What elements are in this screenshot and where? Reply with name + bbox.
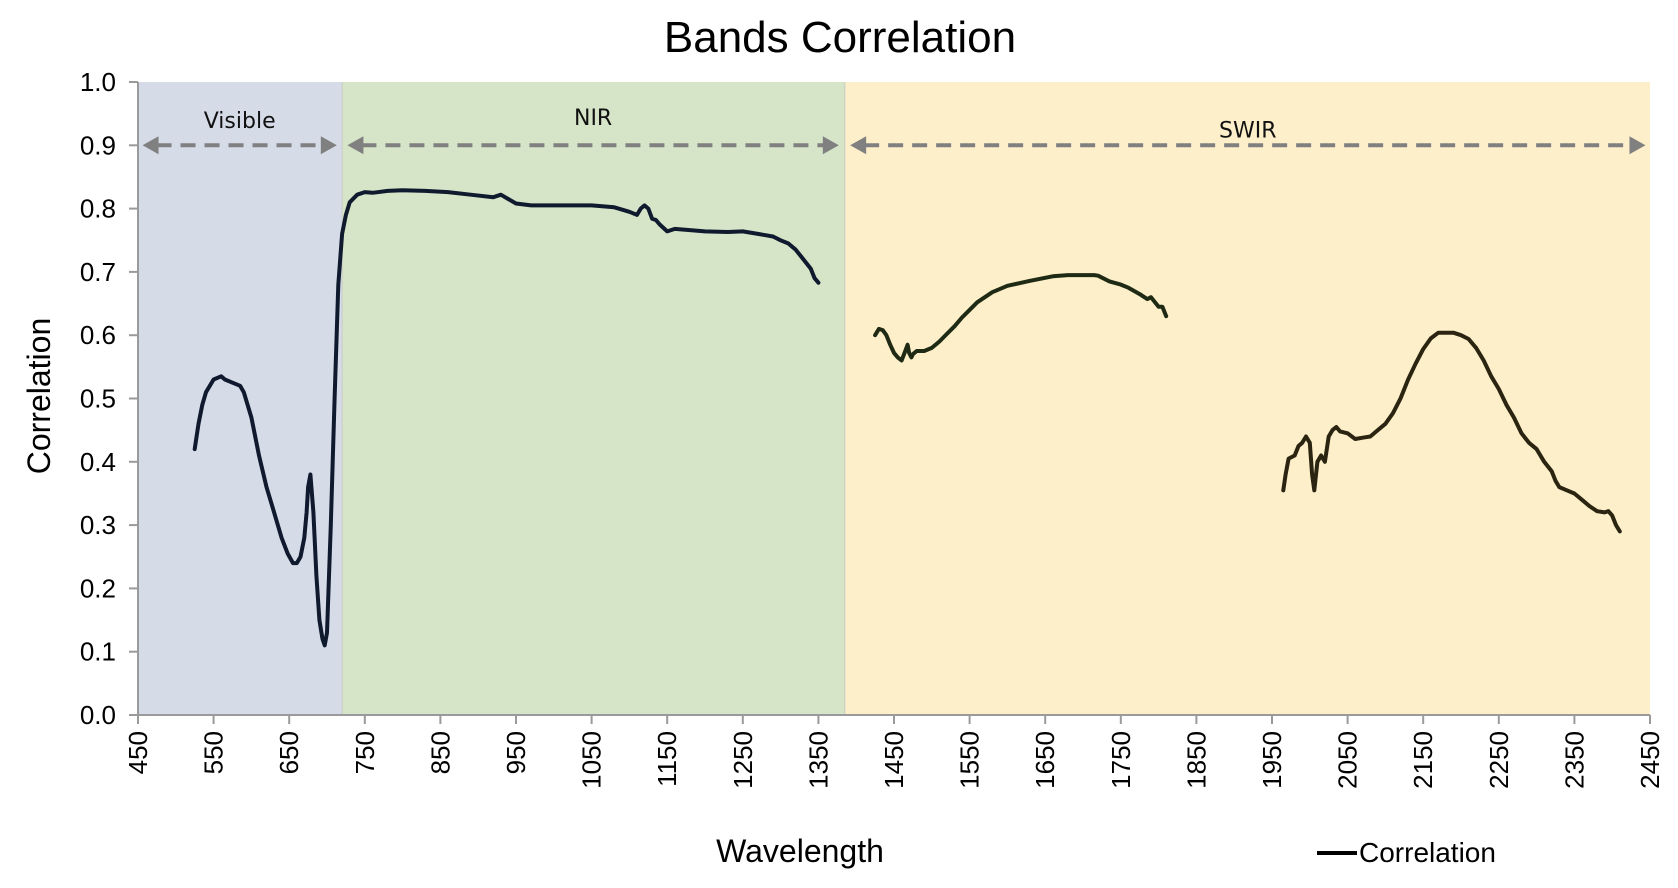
- axes: [129, 81, 1651, 724]
- x-tick-label: 2250: [1484, 731, 1514, 789]
- x-tick-label: 450: [123, 731, 153, 774]
- x-tick-label: 1650: [1030, 731, 1060, 789]
- y-tick-label: 0.7: [80, 257, 116, 287]
- y-axis-label: Correlation: [21, 318, 57, 475]
- series-line-segment: [873, 273, 1169, 363]
- legend: Correlation: [1317, 837, 1496, 868]
- arrow-head-right-visible: [320, 136, 337, 155]
- band-label-swir: SWIR: [1219, 118, 1277, 143]
- x-tick-label: 2150: [1408, 731, 1438, 789]
- x-tick-label: 850: [425, 731, 455, 774]
- y-tick-label: 0.8: [80, 194, 116, 224]
- series-lines: [192, 188, 1622, 648]
- y-tick-label: 0.3: [80, 510, 116, 540]
- x-tick-label: 1450: [879, 731, 909, 789]
- y-tick-label: 1.0: [80, 67, 116, 97]
- y-tick-label: 0.5: [80, 384, 116, 414]
- region-swir: [844, 82, 1650, 715]
- x-tick-label: 2050: [1333, 731, 1363, 789]
- x-tick-label: 950: [501, 731, 531, 774]
- legend-label: Correlation: [1359, 837, 1496, 868]
- chart-title: Bands Correlation: [664, 13, 1016, 62]
- x-axis-label: Wavelength: [716, 833, 884, 869]
- x-tick-label: 1050: [577, 731, 607, 789]
- arrow-head-left-nir: [347, 136, 364, 155]
- y-tick-label: 0.9: [80, 130, 116, 160]
- x-tick-label: 650: [274, 731, 304, 774]
- y-tick-label: 0.6: [80, 320, 116, 350]
- x-tick-label: 750: [350, 731, 380, 774]
- y-tick-label: 0.0: [80, 700, 116, 730]
- arrow-head-right-swir: [1629, 136, 1646, 155]
- x-tick-label: 1150: [652, 731, 682, 787]
- x-tick-label: 2450: [1635, 731, 1665, 789]
- arrow-head-right-nir: [822, 136, 839, 155]
- y-tick-label: 0.4: [80, 447, 116, 477]
- band-regions: [138, 82, 1650, 715]
- band-arrows: Visible NIR SWIR: [142, 106, 1646, 155]
- x-tick-label: 2350: [1559, 731, 1589, 789]
- region-visible: [138, 82, 343, 715]
- x-tick-label: 1750: [1106, 731, 1136, 789]
- series-line-segment: [192, 188, 821, 648]
- y-tick-label: 0.1: [80, 637, 116, 667]
- x-tick-label: 1550: [955, 731, 985, 789]
- x-tick-label: 1950: [1257, 731, 1287, 789]
- series-line-segment: [1281, 330, 1622, 534]
- tick-labels: 0.0 0.1 0.2 0.3 0.4 0.5 0.6 0.7 0.8 0.9 1.0 450 550 6…: [80, 67, 1665, 789]
- y-tick-label: 0.2: [80, 573, 116, 603]
- region-nir: [342, 82, 845, 715]
- band-label-visible: Visible: [204, 109, 276, 134]
- x-tick-label: 1350: [803, 731, 833, 789]
- x-tick-label: 1250: [728, 731, 758, 789]
- x-tick-label: 1850: [1181, 731, 1211, 789]
- arrow-head-left-swir: [850, 136, 867, 155]
- x-tick-label: 550: [199, 731, 229, 774]
- arrow-head-left-visible: [142, 136, 159, 155]
- band-label-nir: NIR: [574, 106, 612, 131]
